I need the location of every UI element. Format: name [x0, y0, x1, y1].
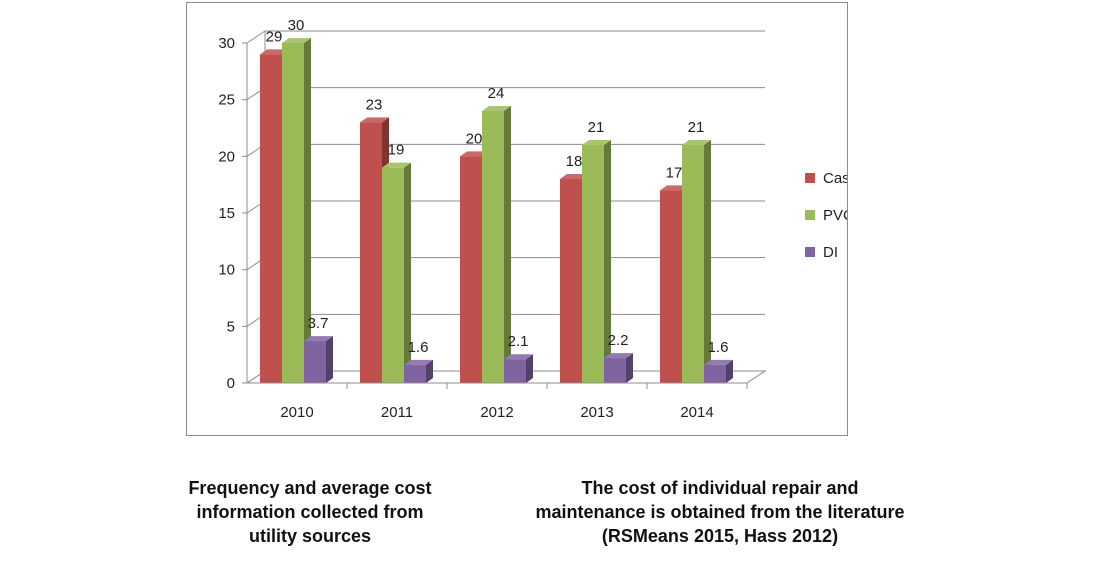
- bar: [682, 145, 704, 383]
- legend-label: DI: [823, 244, 838, 261]
- bar-top: [482, 106, 511, 111]
- caption-left-line: Frequency and average cost: [188, 478, 432, 498]
- x-tick-label: 2010: [280, 404, 313, 421]
- caption-right-line: maintenance is obtained from the literat…: [535, 502, 905, 522]
- x-tick-label: 2011: [381, 404, 413, 421]
- bar-side: [326, 336, 333, 383]
- bar-side: [704, 140, 711, 383]
- bar-top: [382, 162, 411, 168]
- bar-side: [726, 359, 733, 383]
- bar-top: [404, 359, 433, 365]
- caption-left-line: utility sources: [248, 526, 372, 546]
- y-tick-label: 0: [227, 375, 235, 392]
- bar-top: [360, 117, 389, 123]
- bar-side: [526, 354, 533, 383]
- data-label: 3.7: [308, 315, 329, 332]
- data-label: 2.1: [508, 333, 529, 350]
- bar-top: [304, 336, 333, 342]
- bar: [282, 43, 304, 383]
- data-label: 30: [288, 17, 305, 34]
- bar: [704, 364, 726, 383]
- data-label: 20: [466, 130, 483, 147]
- data-label: 18: [566, 153, 583, 170]
- caption-right: The cost of individual repair and mainte…: [505, 476, 935, 548]
- bar-top: [704, 359, 733, 365]
- bar: [482, 111, 504, 383]
- caption-right-line: (RSMeans 2015, Hass 2012): [601, 526, 839, 546]
- bar: [660, 190, 682, 383]
- legend-swatch: [805, 210, 815, 220]
- data-label: 2.2: [608, 332, 629, 349]
- bar-top: [660, 185, 689, 191]
- bar: [560, 179, 582, 383]
- bar: [360, 122, 382, 383]
- bar: [504, 359, 526, 383]
- y-tick-label: 25: [218, 92, 235, 109]
- bar: [404, 364, 426, 383]
- legend-swatch: [805, 173, 815, 183]
- bar: [382, 167, 404, 383]
- y-tick-label: 30: [218, 35, 235, 52]
- data-label: 24: [488, 85, 505, 102]
- bar-top: [682, 140, 711, 145]
- bar: [582, 145, 604, 383]
- bar: [460, 156, 482, 383]
- bar-side: [426, 359, 433, 383]
- caption-left-line: information collected from: [196, 502, 424, 522]
- caption-left: Frequency and average cost information c…: [160, 476, 460, 548]
- x-tick-label: 2013: [580, 404, 613, 421]
- bar-top: [582, 140, 611, 145]
- legend-swatch: [805, 247, 815, 257]
- data-label: 19: [388, 142, 405, 159]
- bar-top: [560, 174, 589, 179]
- data-label: 21: [588, 119, 605, 136]
- bar-top: [282, 38, 311, 43]
- bar-chart: 0 5 10 15 20 25 30 2010 29 30 3.7 2011 23 19 1.6 2012 20…: [218, 17, 847, 421]
- legend-label: PVC: [823, 207, 847, 224]
- y-tick-label: 15: [218, 205, 235, 222]
- legend-label: Cast Iron: [823, 170, 847, 187]
- x-tick-label: 2014: [680, 404, 713, 421]
- caption-right-line: The cost of individual repair and: [581, 478, 859, 498]
- data-label: 29: [266, 28, 283, 45]
- data-label: 21: [688, 119, 705, 136]
- bar-top: [604, 353, 633, 359]
- y-tick-label: 5: [227, 318, 235, 335]
- data-label: 1.6: [408, 339, 429, 356]
- side-wall-line: [246, 30, 266, 44]
- bar: [604, 358, 626, 383]
- chart-frame: 0 5 10 15 20 25 30 2010 29 30 3.7 2011 23 19 1.6 2012 20…: [186, 2, 848, 436]
- data-label: 1.6: [708, 339, 729, 356]
- bar-side: [404, 162, 411, 383]
- bar-side: [604, 140, 611, 383]
- bar: [304, 341, 326, 383]
- bar-top: [460, 151, 489, 157]
- y-tick-label: 10: [218, 262, 235, 279]
- data-label: 17: [666, 164, 683, 181]
- data-label: 23: [366, 96, 383, 113]
- y-tick-label: 20: [218, 148, 235, 165]
- bar-top: [504, 354, 533, 360]
- x-tick-label: 2012: [480, 404, 513, 421]
- bar: [260, 54, 282, 383]
- bar-side: [304, 38, 311, 383]
- bar-side: [504, 106, 511, 383]
- bar-top: [260, 49, 289, 55]
- bar-side: [626, 353, 633, 383]
